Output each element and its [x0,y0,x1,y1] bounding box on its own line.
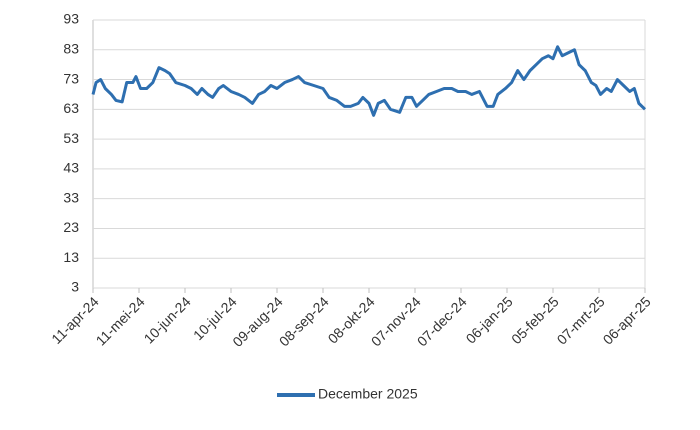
x-tick-label: 08-sep-24 [276,293,332,349]
y-tick-label: 23 [63,219,79,235]
x-tick-label: 07-dec-24 [414,293,470,349]
y-tick-label: 53 [63,130,79,146]
data-line [91,45,647,117]
y-tick-label: 43 [63,160,79,176]
y-tick-label: 63 [63,100,79,116]
x-tick-label: 06-apr-25 [600,293,654,347]
x-tick-label: 06-jan-25 [463,293,516,346]
y-tick-label: 3 [71,279,79,295]
y-tick-label: 73 [63,70,79,86]
y-tick-label: 83 [63,40,79,56]
y-tick-label: 93 [63,11,79,27]
x-tick-label: 07-mrt-25 [554,293,608,347]
x-tick-label: 11-mei-24 [93,293,148,348]
x-tick-label: 10-jun-24 [141,293,194,346]
x-tick-label: 05-feb-25 [508,293,562,347]
y-tick-label: 13 [63,249,79,265]
y-tick-label: 33 [63,189,79,205]
x-tick-label: 09-aug-24 [229,293,286,350]
legend-label: December 2025 [318,386,418,402]
